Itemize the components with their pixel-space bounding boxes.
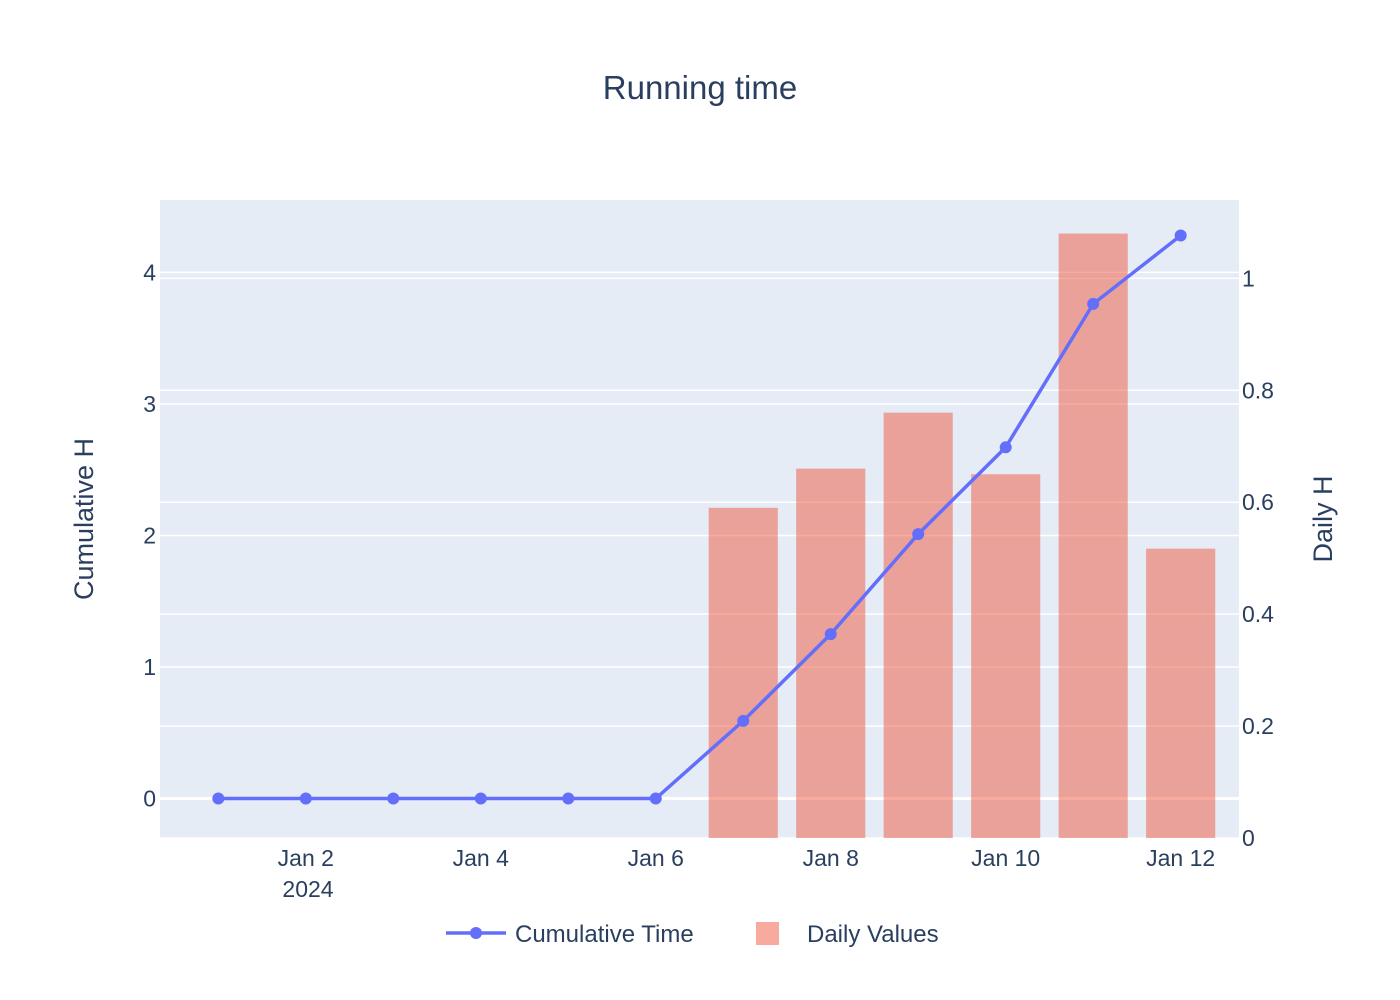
y-right-tick-label-2: 0.4: [1242, 601, 1274, 627]
x-tick-label-5: Jan 12: [1146, 845, 1215, 871]
bar-series: [708, 233, 1216, 838]
point-2024-01-07: [737, 714, 750, 727]
chart-title: Running time: [603, 69, 797, 106]
y-left-tick-label-1: 1: [143, 654, 156, 680]
legend-item-cumulative-time[interactable]: Cumulative Time: [446, 921, 694, 948]
x-tick-label-0: Jan 2: [278, 845, 334, 871]
point-2024-01-04: [474, 792, 487, 805]
y-right-tick-label-1: 0.2: [1242, 713, 1274, 739]
legend-label-cumulative-time: Cumulative Time: [515, 921, 694, 948]
point-2024-01-01: [212, 792, 225, 805]
bar-2024-01-12: [1146, 548, 1216, 838]
x-tick-label-4: Jan 10: [971, 845, 1040, 871]
bar-2024-01-08: [796, 468, 866, 838]
legend-swatch-marker: [470, 927, 482, 939]
legend: Cumulative Time Daily Values: [446, 921, 939, 948]
point-2024-01-02: [299, 792, 312, 805]
point-2024-01-09: [912, 528, 925, 541]
y-left-ticks: 0 1 2 3 4: [143, 259, 156, 811]
x-tick-label-1: Jan 4: [453, 845, 509, 871]
legend-item-daily-values[interactable]: Daily Values: [756, 921, 939, 948]
legend-swatch-bar: [756, 922, 779, 945]
y-right-tick-label-5: 1: [1242, 265, 1255, 291]
y-right-tick-label-4: 0.8: [1242, 377, 1274, 403]
point-2024-01-05: [562, 792, 575, 805]
point-2024-01-12: [1174, 229, 1187, 242]
x-tick-label-2: Jan 6: [628, 845, 684, 871]
bar-2024-01-07: [708, 507, 778, 838]
x-axis-year-label: 2024: [282, 876, 333, 902]
y-right-tick-label-0: 0: [1242, 825, 1255, 851]
bar-2024-01-11: [1058, 233, 1128, 838]
point-2024-01-06: [649, 792, 662, 805]
y-left-tick-label-3: 3: [143, 391, 156, 417]
point-2024-01-11: [1087, 297, 1100, 310]
point-2024-01-10: [999, 441, 1012, 454]
bar-2024-01-10: [971, 474, 1041, 838]
y-right-tick-label-3: 0.6: [1242, 489, 1274, 515]
cumulative-line: [218, 234, 1182, 801]
y-left-tick-label-0: 0: [143, 786, 156, 812]
point-2024-01-08: [824, 628, 837, 641]
y-left-tick-label-2: 2: [143, 522, 156, 548]
x-axis-ticks: Jan 2 Jan 4 Jan 6 Jan 8 Jan 10 Jan 12: [278, 845, 1216, 871]
y-right-ticks: 0 0.2 0.4 0.6 0.8 1: [1242, 265, 1274, 851]
point-2024-01-03: [387, 792, 400, 805]
y-right-axis-title: Daily H: [1308, 475, 1338, 562]
y-left-tick-label-4: 4: [143, 259, 156, 285]
legend-label-daily-values: Daily Values: [807, 921, 939, 948]
cumulative-points: [212, 229, 1187, 805]
y-left-axis-title: Cumulative H: [69, 438, 99, 600]
x-tick-label-3: Jan 8: [803, 845, 859, 871]
bar-2024-01-09: [883, 412, 953, 838]
